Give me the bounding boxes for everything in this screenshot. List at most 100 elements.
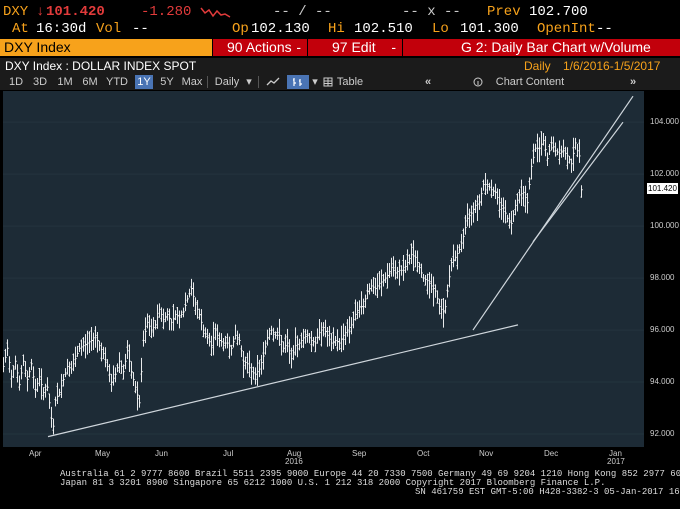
period-1y-button[interactable]: 1Y <box>135 75 153 89</box>
table-button[interactable]: Table <box>336 76 364 88</box>
period-6m-button[interactable]: 6M <box>82 76 98 88</box>
security-label: DXY Index <box>4 39 71 55</box>
price-bar <box>52 418 55 435</box>
price-bar <box>360 291 363 315</box>
price-bar <box>182 307 185 318</box>
price-bar <box>392 256 395 277</box>
price-bar <box>528 177 531 190</box>
price-bar <box>72 353 75 372</box>
date-range[interactable]: 1/6/2016-1/5/2017 <box>563 59 661 73</box>
table-icon[interactable] <box>323 77 333 87</box>
period-ytd-button[interactable]: YTD <box>106 76 128 88</box>
price-bar <box>158 303 161 318</box>
price-bar <box>296 335 299 358</box>
double-chevron-left-icon[interactable]: « <box>424 76 432 88</box>
graph-title-bar[interactable]: G 2: Daily Bar Chart w/Volume <box>403 39 680 56</box>
price-bar <box>334 336 337 347</box>
price-bar <box>66 358 69 375</box>
price-bar <box>304 329 307 344</box>
price-bar <box>134 381 137 394</box>
price-chart[interactable] <box>2 91 644 447</box>
price-bar <box>560 145 563 158</box>
chevron-down-icon[interactable]: ▾ <box>312 76 318 88</box>
price-bar <box>302 328 305 348</box>
price-bar <box>472 202 475 223</box>
period-1d-button[interactable]: 1D <box>8 76 24 88</box>
price-bar <box>98 340 101 351</box>
price-bar <box>90 327 93 351</box>
y-tick-label: 100.000 <box>650 221 679 231</box>
y-tick-label: 102.000 <box>650 169 679 179</box>
line-chart-icon[interactable] <box>266 77 280 87</box>
price-bar <box>194 297 197 315</box>
price-bar <box>552 136 555 153</box>
price-bar <box>444 299 447 314</box>
last-price: 101.420 <box>46 4 105 20</box>
price-bar <box>4 348 7 363</box>
price-bar <box>474 199 477 214</box>
price-bar <box>54 396 57 407</box>
x-tick-label: Dec <box>544 449 559 458</box>
price-bar <box>506 214 509 223</box>
price-bar <box>220 333 223 347</box>
bar-chart-icon[interactable] <box>287 75 309 89</box>
price-bar <box>378 271 381 290</box>
divider <box>258 76 259 88</box>
price-bar <box>18 375 21 391</box>
price-bar <box>534 143 537 153</box>
price-bar <box>80 339 83 356</box>
price-bar <box>574 137 577 150</box>
price-bar <box>234 324 237 340</box>
price-bar <box>68 361 71 377</box>
security-field[interactable]: DXY Index <box>0 39 212 56</box>
price-bar <box>468 208 471 228</box>
price-bar <box>494 183 497 199</box>
period-1m-button[interactable]: 1M <box>57 76 73 88</box>
price-bar <box>140 357 143 383</box>
actions-menu[interactable]: 90 Actions - <box>213 39 307 56</box>
period-5y-button[interactable]: 5Y <box>160 76 174 88</box>
price-bar <box>318 319 321 341</box>
price-bar <box>240 345 243 358</box>
price-bar <box>186 295 189 303</box>
price-bar <box>408 254 411 265</box>
price-bar <box>124 353 127 370</box>
price-bar <box>498 189 501 218</box>
price-bar <box>10 369 13 388</box>
info-icon[interactable] <box>473 77 483 87</box>
price-bar <box>578 139 581 163</box>
period-3d-button[interactable]: 3D <box>32 76 48 88</box>
period-max-button[interactable]: Max <box>181 76 203 88</box>
price-bar <box>524 185 527 213</box>
chart-content-button[interactable]: Chart Content <box>495 76 565 88</box>
price-bar <box>332 327 335 350</box>
price-bar <box>526 193 529 214</box>
price-bar <box>322 322 325 337</box>
price-bar <box>558 140 561 165</box>
price-bar <box>398 259 401 286</box>
price-bar <box>428 272 431 299</box>
price-bar <box>230 344 233 356</box>
graph-title: G 2: Daily Bar Chart w/Volume <box>461 39 651 55</box>
price-bar <box>514 199 517 216</box>
frequency-select[interactable]: Daily <box>214 76 240 88</box>
y-tick-label: 104.000 <box>650 117 679 127</box>
price-bar <box>546 152 549 166</box>
price-bar <box>198 308 201 320</box>
edit-menu[interactable]: 97 Edit - <box>308 39 402 56</box>
price-bar <box>262 341 265 370</box>
footer-session: SN 461759 EST GMT-5:00 H428-3382-3 05-Ja… <box>415 487 680 497</box>
sparkline-icon <box>200 7 231 18</box>
double-chevron-right-icon[interactable]: » <box>629 76 637 88</box>
price-bar <box>282 341 285 353</box>
price-bar <box>372 277 375 294</box>
price-bar <box>168 308 171 331</box>
price-bar <box>288 339 291 364</box>
price-bar <box>470 205 473 226</box>
price-bar <box>522 186 525 207</box>
chevron-down-icon[interactable]: ▾ <box>246 76 252 88</box>
price-bar <box>512 210 515 223</box>
price-bar <box>328 325 331 347</box>
price-bar <box>206 328 209 344</box>
ticker[interactable]: DXY <box>3 4 29 20</box>
